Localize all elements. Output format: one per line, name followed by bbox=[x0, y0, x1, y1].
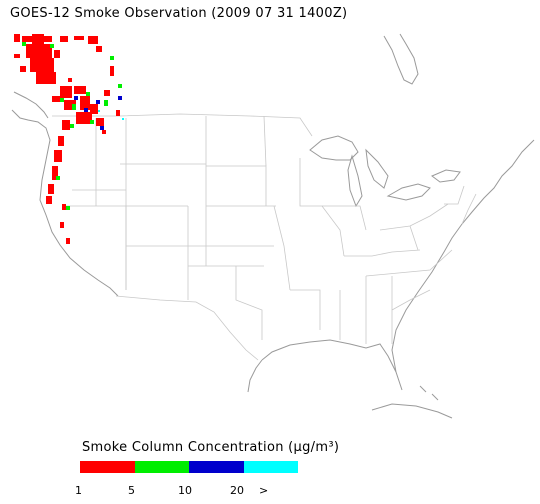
legend-tick: 10 bbox=[178, 484, 192, 497]
legend-tick: 1 bbox=[75, 484, 82, 497]
legend-tick: > bbox=[259, 484, 269, 497]
map-title: GOES-12 Smoke Observation (2009 07 31 14… bbox=[10, 6, 348, 21]
legend-tick: 5 bbox=[128, 484, 135, 497]
state-boundaries bbox=[52, 113, 477, 361]
smoke-map bbox=[11, 33, 535, 419]
legend-tick-labels: 1 5 10 20 > bbox=[0, 484, 540, 500]
legend-bin-10-20 bbox=[189, 461, 244, 473]
coastline bbox=[11, 33, 535, 419]
legend-tick: 20 bbox=[230, 484, 244, 497]
legend-bin-1-5 bbox=[80, 461, 135, 473]
legend-color-bar bbox=[80, 461, 298, 473]
legend-title: Smoke Column Concentration (μg/m³) bbox=[82, 440, 340, 455]
legend-bin-20-plus bbox=[243, 461, 298, 473]
legend-bin-5-10 bbox=[134, 461, 189, 473]
